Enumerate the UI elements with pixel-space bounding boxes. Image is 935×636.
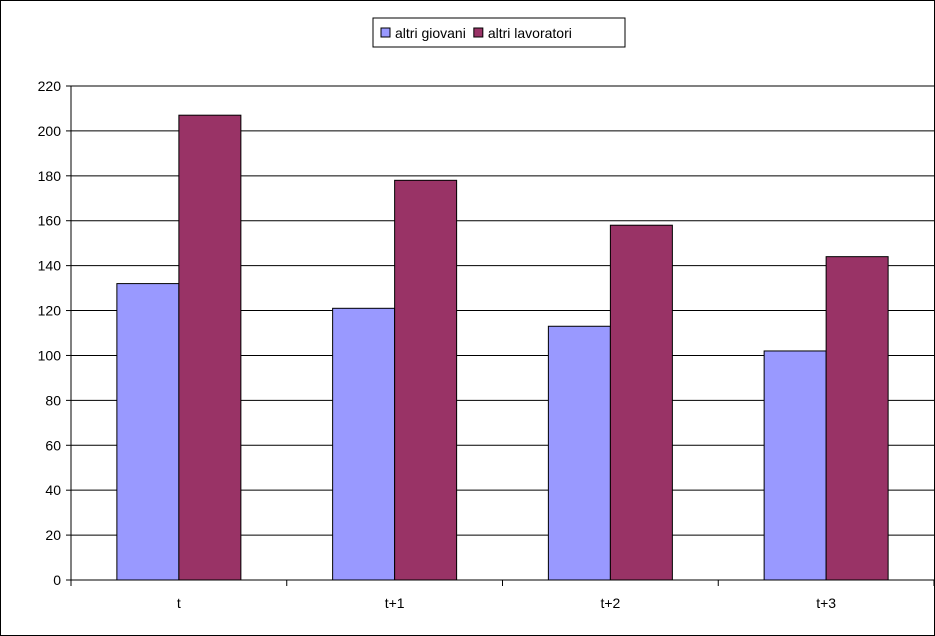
legend-label: altri lavoratori [488,25,572,41]
bar-altri-giovani [116,283,180,581]
y-tick-label: 140 [38,258,62,274]
legend-box [372,17,626,48]
bar-altri-giovani [763,350,827,581]
bar-altri-giovani [332,307,396,581]
x-tick-label: t [177,595,181,611]
bar-altri-giovani [547,325,611,581]
bars [116,114,889,581]
bar-altri-lavoratori [178,114,242,581]
y-tick-label: 40 [45,482,61,498]
legend: altri giovani altri lavoratori [372,17,626,48]
y-tick-label: 20 [45,527,61,543]
bar-altri-lavoratori [394,179,458,581]
y-tick-label: 60 [45,437,61,453]
bar-altri-lavoratori [609,224,673,581]
y-tick-label: 100 [38,347,62,363]
y-tick-label: 160 [38,213,62,229]
legend-swatch [473,27,484,38]
y-tick-label: 180 [38,168,62,184]
y-tick-label: 200 [38,123,62,139]
x-tick-label: t+1 [385,595,405,611]
y-axis-ticks: 0 20 40 60 80 100 120 140 160 180 200 220 [38,78,71,588]
y-tick-label: 80 [45,392,61,408]
x-tick-label: t+3 [816,595,836,611]
y-tick-label: 0 [53,572,61,588]
y-tick-label: 120 [38,303,62,319]
y-tick-label: 220 [38,78,62,94]
legend-label: altri giovani [395,25,466,41]
x-tick-label: t+2 [600,595,620,611]
legend-swatch [380,27,391,38]
bar-altri-lavoratori [825,256,889,581]
x-axis-ticks: t t+1 t+2 t+3 [70,580,934,611]
